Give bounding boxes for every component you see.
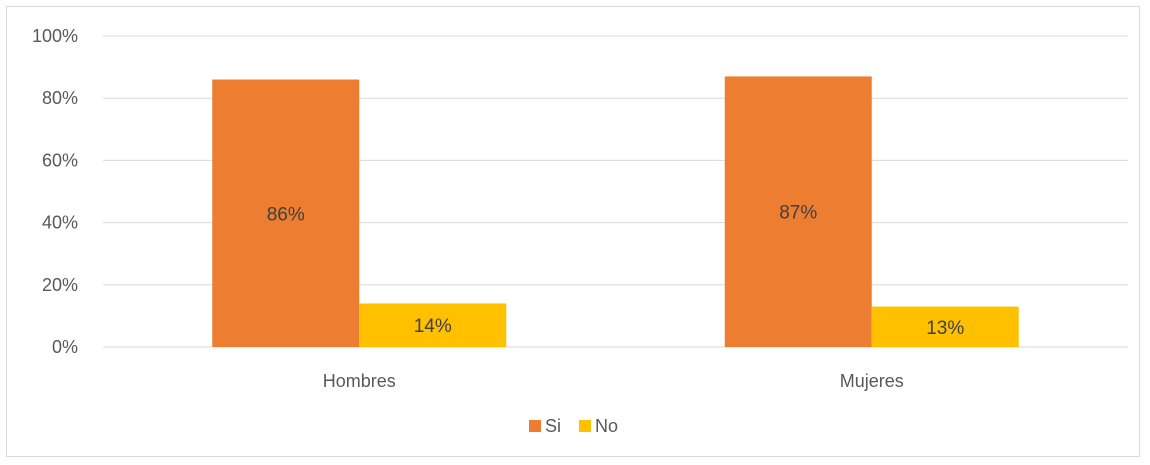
bar-si-mujeres	[724, 76, 872, 348]
y-tick-label: 60%	[42, 150, 78, 170]
y-tick-label: 100%	[32, 26, 78, 46]
bar-no-mujeres	[871, 306, 1019, 347]
data-label: 86%	[267, 204, 305, 225]
x-category-label: Mujeres	[840, 371, 904, 391]
bar-no-hombres	[359, 303, 507, 347]
legend-swatch-no	[579, 420, 591, 432]
bar-si-hombres	[212, 79, 360, 347]
legend-swatch-si	[529, 420, 541, 432]
legend-label: No	[595, 416, 618, 436]
legend-label: Si	[545, 416, 561, 436]
data-label: 14%	[414, 316, 452, 337]
y-tick-label: 80%	[42, 88, 78, 108]
y-tick-label: 0%	[52, 337, 78, 357]
chart-area	[6, 6, 1140, 457]
x-category-label: Hombres	[323, 371, 396, 391]
data-label: 87%	[779, 203, 817, 224]
data-label: 13%	[926, 318, 964, 339]
y-tick-label: 40%	[42, 213, 78, 233]
y-tick-label: 20%	[42, 275, 78, 295]
